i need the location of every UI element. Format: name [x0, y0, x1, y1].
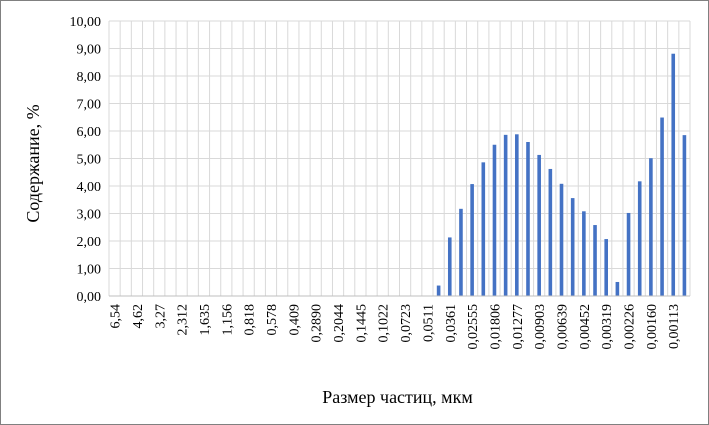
- y-tick-label: 6,00: [77, 125, 102, 140]
- y-tick-label: 5,00: [77, 153, 102, 168]
- x-tick-label: 3,27: [153, 304, 168, 329]
- x-tick-label: 0,00319: [600, 304, 615, 350]
- bar: [470, 184, 474, 296]
- y-tick-label: 4,00: [77, 180, 102, 195]
- bar: [447, 237, 452, 296]
- bar: [593, 225, 597, 296]
- x-axis-ticks: 6,54 4,62 3,27 2,312 1,635 1,156 0,818 0,578 0,4…: [109, 304, 683, 350]
- bar: [626, 212, 631, 296]
- bar: [537, 154, 541, 296]
- y-tick-label: 8,00: [77, 70, 102, 85]
- x-tick-label: 0,0511: [421, 304, 436, 342]
- x-tick-label: 0,02555: [466, 304, 481, 350]
- x-tick-label: 0,00903: [533, 304, 548, 350]
- bar: [436, 285, 441, 296]
- bar: [615, 281, 620, 296]
- y-tick-label: 3,00: [77, 208, 102, 223]
- x-tick-label: 0,1445: [354, 304, 369, 343]
- y-axis-title: Содержание, %: [23, 104, 43, 222]
- bar: [671, 53, 676, 296]
- bar: [503, 134, 508, 296]
- bar: [604, 239, 608, 296]
- y-tick-label: 7,00: [77, 98, 102, 113]
- x-tick-label: 2,312: [176, 304, 191, 336]
- x-tick-label: 0,578: [265, 304, 280, 336]
- x-tick-label: 0,818: [243, 304, 258, 336]
- bar: [682, 135, 687, 297]
- x-tick-label: 6,54: [109, 304, 124, 329]
- x-tick-label: 0,01806: [488, 304, 503, 350]
- x-tick-label: 0,00226: [623, 304, 638, 350]
- x-tick-label: 0,00452: [578, 304, 593, 350]
- bar: [481, 162, 486, 296]
- x-tick-label: 0,409: [287, 304, 302, 336]
- bar: [515, 134, 519, 296]
- bar: [492, 144, 497, 296]
- y-tick-label: 2,00: [77, 235, 102, 250]
- x-tick-label: 0,00113: [667, 304, 682, 349]
- x-axis-title: Размер частиц, мкм: [322, 387, 472, 407]
- bar: [649, 158, 653, 296]
- x-tick-label: 0,2890: [310, 304, 325, 343]
- bar: [570, 198, 575, 296]
- bar: [637, 181, 642, 296]
- x-tick-label: 0,00160: [645, 304, 660, 350]
- y-tick-label: 1,00: [77, 263, 102, 278]
- x-tick-label: 0,2044: [332, 304, 347, 343]
- x-tick-label: 1,635: [198, 304, 213, 336]
- x-tick-label: 0,01277: [511, 304, 526, 350]
- x-tick-label: 4,62: [131, 304, 146, 329]
- bar: [548, 168, 553, 296]
- y-axis-ticks: 0,00 1,00 2,00 3,00 4,00 5,00 6,00 7,00 8,00 9,00…: [70, 15, 102, 305]
- x-tick-label: 1,156: [220, 304, 235, 336]
- bar: [459, 208, 463, 296]
- y-tick-label: 9,00: [77, 43, 102, 58]
- x-tick-label: 0,0723: [399, 304, 414, 343]
- bar: [559, 183, 564, 296]
- grid-lines: [108, 20, 691, 296]
- bar: [582, 211, 586, 296]
- bar: [526, 142, 530, 296]
- y-tick-label: 0,00: [77, 290, 102, 305]
- bar-series: [436, 53, 687, 297]
- y-tick-label: 10,00: [70, 15, 102, 30]
- x-tick-label: 0,1022: [377, 304, 392, 343]
- bar: [660, 117, 664, 296]
- x-tick-label: 0,00639: [556, 304, 571, 350]
- x-tick-label: 0,0361: [444, 304, 459, 343]
